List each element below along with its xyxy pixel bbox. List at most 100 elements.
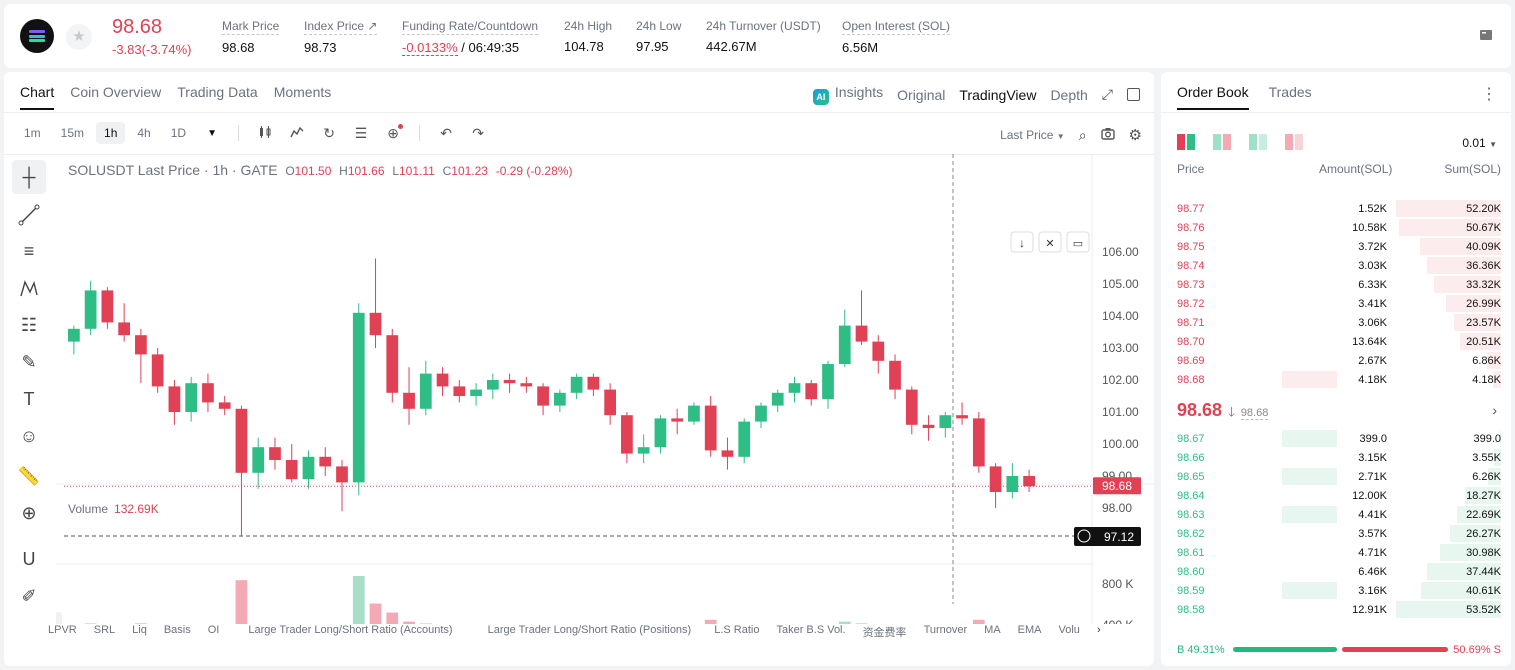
pen-icon[interactable]: ✐ [21, 586, 37, 606]
ask-row[interactable]: 98.74 3.03K 36.36K [1161, 256, 1511, 275]
chart-toolbar-right: Last Price ▼ ⌕ ⚙ [1000, 126, 1142, 145]
bid-row[interactable]: 98.62 3.57K 26.27K [1161, 524, 1511, 543]
bid-row[interactable]: 98.66 3.15K 3.55K [1161, 448, 1511, 467]
indicator-lt-positions[interactable]: Large Trader Long/Short Ratio (Positions… [487, 624, 692, 636]
add-indicator-icon[interactable]: ⊕ [379, 123, 407, 142]
indicator-turnover[interactable]: Turnover [923, 624, 968, 636]
ask-row[interactable]: 98.76 10.58K 50.67K [1161, 218, 1511, 237]
chevron-right-icon[interactable]: › [1492, 402, 1497, 418]
bid-row[interactable]: 98.60 6.46K 37.44K [1161, 562, 1511, 581]
bid-row[interactable]: 98.65 2.71K 6.26K [1161, 467, 1511, 486]
emoji-icon[interactable]: ☺ [19, 426, 39, 446]
candle-body [1023, 476, 1035, 487]
view-tradingview[interactable]: TradingView [959, 86, 1037, 103]
ask-row[interactable]: 98.77 1.52K 52.20K [1161, 199, 1511, 218]
insights-button[interactable]: AI Insights [812, 84, 883, 105]
ask-row[interactable]: 98.68 4.18K 4.18K [1161, 370, 1511, 389]
settings-gear-icon[interactable]: ⚙ [1128, 127, 1142, 144]
tab-trading-data[interactable]: Trading Data [177, 84, 258, 100]
mode-both-icon[interactable] [1177, 134, 1195, 150]
pattern-icon[interactable] [12, 271, 46, 305]
ask-row[interactable]: 98.72 3.41K 26.99K [1161, 294, 1511, 313]
tab-chart[interactable]: Chart [20, 84, 55, 110]
view-depth[interactable]: Depth [1050, 86, 1088, 103]
candle-body [788, 383, 801, 393]
ask-row[interactable]: 98.75 3.72K 40.09K [1161, 237, 1511, 256]
indicator-taker-vol[interactable]: Taker B.S Vol. [776, 624, 846, 636]
depth-bar [1454, 314, 1501, 331]
indicator-liq[interactable]: Liq [132, 624, 147, 636]
indicator-ema[interactable]: EMA [1017, 624, 1042, 636]
indicator-srl[interactable]: SRL [93, 624, 116, 636]
more-vertical-icon[interactable]: ⋮ [1481, 86, 1497, 103]
volume-bar [352, 576, 365, 624]
bid-row[interactable]: 98.59 3.16K 40.61K [1161, 581, 1511, 600]
mode-bids-icon[interactable] [1249, 134, 1267, 150]
indicator-ma[interactable]: MA [984, 624, 1001, 636]
tab-coin-overview[interactable]: Coin Overview [70, 84, 162, 100]
chevron-down-icon[interactable]: ▼ [207, 127, 218, 139]
candle-type-icon[interactable] [251, 125, 279, 142]
interval-1m[interactable]: 1m [24, 126, 41, 140]
mode-asks-icon[interactable] [1285, 134, 1303, 150]
y-tick-label: 106.00 [1102, 245, 1139, 259]
tab-moments[interactable]: Moments [273, 84, 332, 100]
camera-icon[interactable] [1100, 127, 1115, 143]
undo-icon[interactable]: ↶ [440, 124, 452, 141]
zoom-icon[interactable]: ⊕ [21, 503, 37, 523]
mode-both-light-icon[interactable] [1213, 134, 1231, 150]
favorite-star-icon[interactable]: ★ [66, 24, 92, 50]
price-chart[interactable]: 106.00 105.00 104.00 103.00 102.00 101.00 100.… [56, 154, 1154, 624]
ask-row[interactable]: 98.71 3.06K 23.57K [1161, 313, 1511, 332]
fib-icon[interactable]: ☷ [20, 315, 38, 335]
indicator-lpvr[interactable]: LPVR [48, 624, 77, 636]
refresh-icon[interactable]: ↻ [323, 124, 335, 141]
ask-row[interactable]: 98.69 2.67K 6.86K [1161, 351, 1511, 370]
candle-body [972, 418, 985, 467]
bid-row[interactable]: 98.61 4.71K 30.98K [1161, 543, 1511, 562]
interval-4h[interactable]: 4h [137, 126, 151, 140]
ask-row[interactable]: 98.73 6.33K 33.32K [1161, 275, 1511, 294]
price-source-select[interactable]: Last Price ▼ [1000, 128, 1065, 142]
indicator-funding[interactable]: 资金费率 [862, 627, 907, 639]
tab-order-book[interactable]: Order Book [1177, 84, 1249, 110]
row-price: 98.74 [1177, 260, 1205, 272]
interval-1d[interactable]: 1D [170, 126, 187, 140]
crosshair-icon[interactable]: ┼ [12, 160, 46, 194]
expand-icon[interactable]: ⤢ [1101, 86, 1113, 102]
text-icon[interactable]: T [23, 389, 35, 409]
candle-body [939, 415, 952, 428]
bid-row[interactable]: 98.64 12.00K 18.27K [1161, 486, 1511, 505]
indicator-volume[interactable]: Volu [1058, 624, 1080, 636]
bid-row[interactable]: 98.58 12.91K 53.52K [1161, 600, 1511, 619]
templates-icon[interactable]: ☰ [354, 124, 368, 141]
indicators-icon[interactable] [283, 125, 311, 142]
view-tabs: AI Insights Original TradingView Depth ⤢ [812, 84, 1140, 105]
indicator-lt-accounts[interactable]: Large Trader Long/Short Ratio (Accounts) [248, 624, 453, 636]
magnet-icon[interactable]: U [22, 549, 36, 569]
trendline-icon[interactable] [12, 197, 46, 231]
brush-icon[interactable]: ✎ [21, 352, 37, 372]
stat-index-price[interactable]: Index Price ↗ 98.73 [304, 19, 378, 55]
bid-row[interactable]: 98.67 399.0 399.0 [1161, 429, 1511, 448]
bid-row[interactable]: 98.63 4.41K 22.69K [1161, 505, 1511, 524]
redo-icon[interactable]: ↷ [472, 124, 484, 141]
interval-15m[interactable]: 15m [60, 126, 85, 140]
amount-highlight [1282, 449, 1292, 466]
ruler-icon[interactable]: 📏 [17, 466, 41, 486]
guide-book-icon[interactable] [1479, 28, 1493, 42]
indicator-basis[interactable]: Basis [163, 624, 191, 636]
indicator-oi[interactable]: OI [207, 624, 220, 636]
amount-highlight [1282, 506, 1337, 523]
tab-trades[interactable]: Trades [1268, 84, 1312, 100]
interval-1h[interactable]: 1h [96, 122, 126, 144]
chevron-right-icon[interactable]: › [1096, 624, 1101, 636]
window-icon[interactable] [1127, 88, 1140, 101]
precision-select[interactable]: 0.01 ▼ [1462, 136, 1497, 150]
ask-row[interactable]: 98.70 13.64K 20.51K [1161, 332, 1511, 351]
view-original[interactable]: Original [897, 86, 946, 103]
horizontal-lines-icon[interactable]: ≡ [23, 241, 35, 261]
search-icon[interactable]: ⌕ [1078, 126, 1087, 143]
stat-open-interest: Open Interest (SOL) 6.56M [842, 19, 951, 55]
indicator-ls-ratio[interactable]: L.S Ratio [714, 624, 760, 636]
